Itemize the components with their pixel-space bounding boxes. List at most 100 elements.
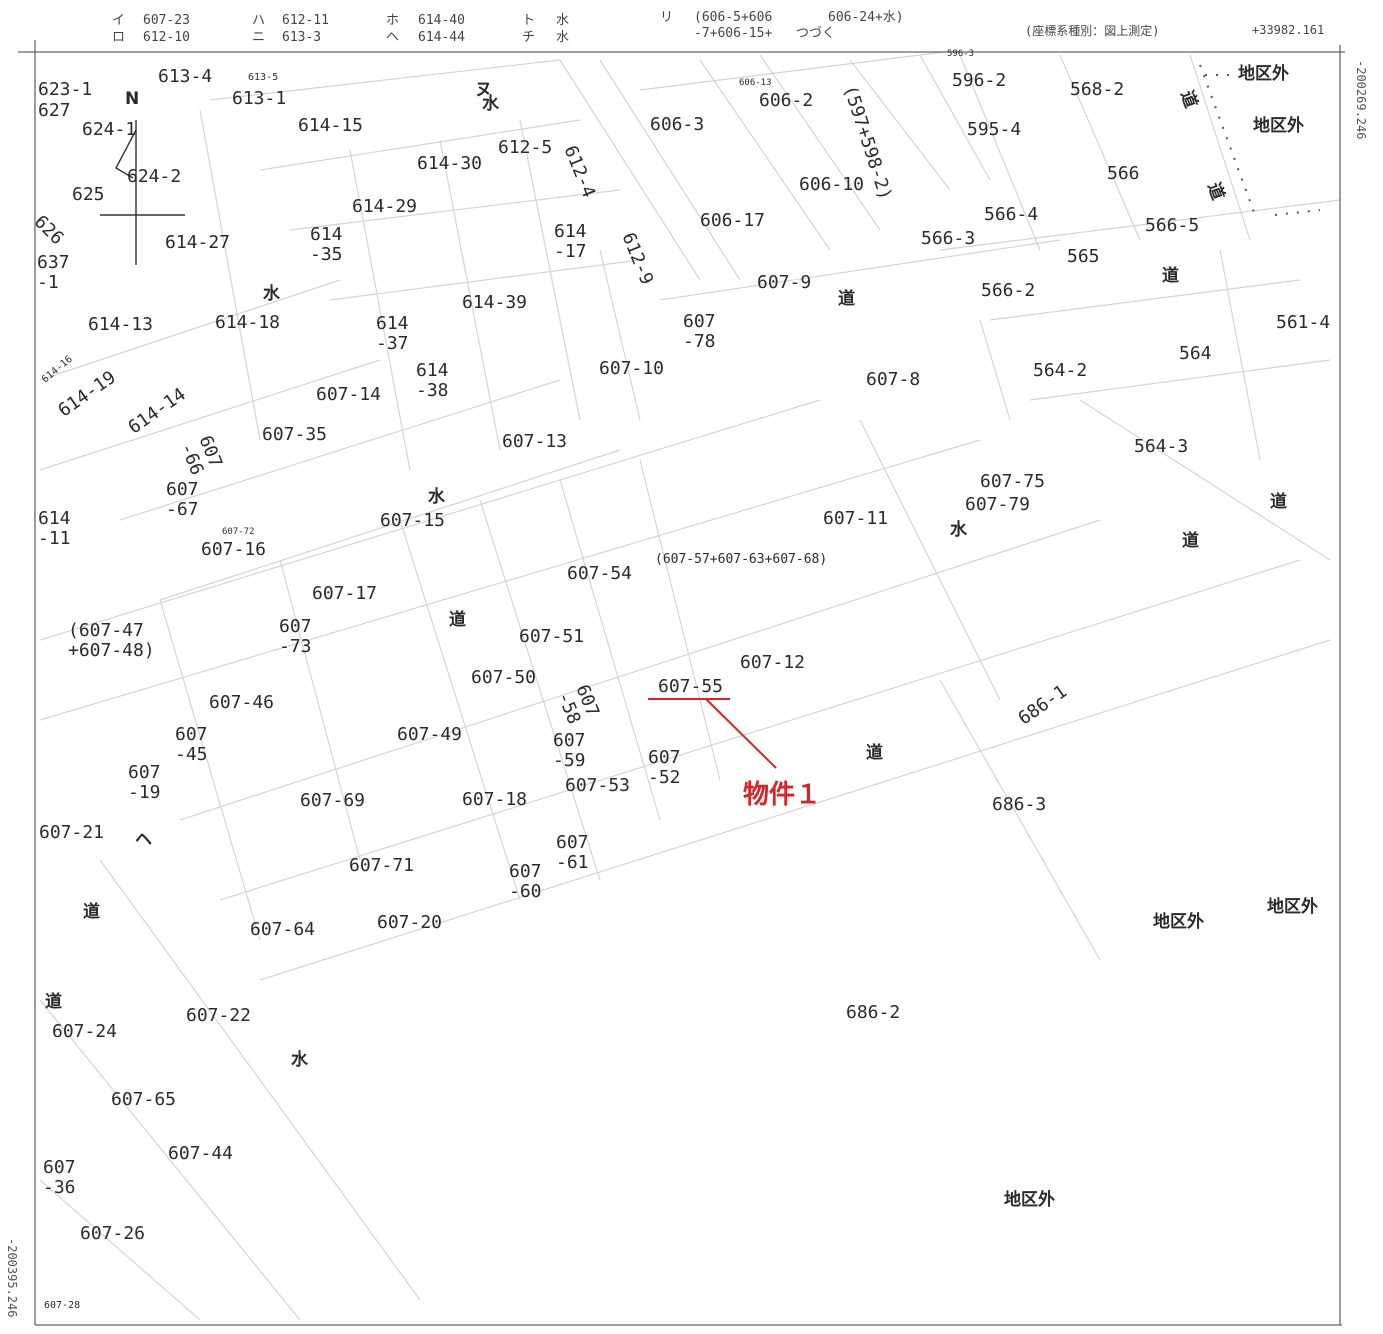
coord-right-side: -200269.246 bbox=[1354, 60, 1368, 140]
parcel-number: 565 bbox=[1067, 246, 1100, 267]
water-label: 水 bbox=[428, 487, 445, 507]
parcel-number: 607-72 bbox=[222, 527, 255, 537]
legend-val-i: 607-23 bbox=[143, 13, 190, 28]
parcel-number: (607-47 +607-48) bbox=[68, 620, 155, 661]
parcel-number: 566 bbox=[1107, 163, 1140, 184]
parcel-number: 607-20 bbox=[377, 912, 443, 933]
parcel-number: 614-39 bbox=[462, 292, 528, 313]
parcel-number: 607-65 bbox=[111, 1089, 177, 1110]
parcel-number: 607-50 bbox=[471, 667, 537, 688]
legend-key-ri: リ bbox=[660, 10, 674, 25]
coord-system-note: (座標系種別：図上測定) bbox=[1025, 24, 1160, 38]
legend-val-ro: 612-10 bbox=[143, 30, 190, 45]
water-label: 水 bbox=[482, 94, 499, 114]
parcel-number: 624-2 bbox=[127, 166, 182, 187]
parcel-number: 607-28 bbox=[44, 1300, 81, 1311]
legend-key-ha: ハ bbox=[252, 13, 266, 28]
parcel-number: 606-17 bbox=[700, 210, 766, 231]
parcel-number: 607-13 bbox=[502, 431, 568, 452]
parcel-number: 607-69 bbox=[300, 790, 366, 811]
legend-val-ri-1: (606-5+606 bbox=[694, 10, 773, 25]
parcel-number: 568-2 bbox=[1070, 79, 1125, 100]
outside-district-label: 地区外 bbox=[1004, 1190, 1055, 1210]
parcel-number: 607-51 bbox=[519, 626, 585, 647]
coord-left-side: -200395.246 bbox=[5, 1238, 19, 1318]
parcel-number: 566-3 bbox=[921, 228, 976, 249]
parcel-number: 607-18 bbox=[462, 789, 528, 810]
legend-key-ho: ホ bbox=[386, 13, 400, 28]
parcel-number: 607 -52 bbox=[648, 747, 681, 788]
property-label: 物件１ bbox=[743, 780, 822, 810]
parcel-number: 607-14 bbox=[316, 384, 382, 405]
parcel-number: 606-3 bbox=[650, 114, 705, 135]
parcel-number: 607-17 bbox=[312, 583, 378, 604]
parcel-number: 607-54 bbox=[567, 563, 633, 584]
legend-key-to: ト bbox=[522, 13, 536, 28]
parcel-number: 607-22 bbox=[186, 1005, 252, 1026]
parcel-number: 607-12 bbox=[740, 652, 806, 673]
parcel-number: 607-46 bbox=[209, 692, 275, 713]
parcel-number: 607 -78 bbox=[683, 311, 716, 352]
parcel-number: 607-24 bbox=[52, 1021, 118, 1042]
parcel-number: 614-18 bbox=[215, 312, 281, 333]
parcel-number: 637 -1 bbox=[37, 252, 70, 293]
coord-top-right: +33982.161 bbox=[1252, 23, 1325, 37]
parcel-number: 614-29 bbox=[352, 196, 418, 217]
parcel-number: 614-27 bbox=[165, 232, 231, 253]
outside-district-label: 地区外 bbox=[1267, 897, 1318, 917]
parcel-number: 614-15 bbox=[298, 115, 364, 136]
parcel-number: 607 -59 bbox=[553, 730, 586, 771]
legend-val-to: 水 bbox=[556, 13, 570, 28]
road-label: 道 bbox=[449, 610, 466, 630]
parcel-number: 627 bbox=[38, 100, 71, 121]
parcel-number: 566-2 bbox=[981, 280, 1036, 301]
legend-val-he: 614-44 bbox=[418, 30, 465, 45]
parcel-number: 614 -35 bbox=[310, 224, 343, 265]
parcel-number: 607-21 bbox=[39, 822, 105, 843]
water-label: 水 bbox=[291, 1050, 308, 1070]
parcel-number: 606-13 bbox=[739, 78, 772, 88]
map-symbol-label: ヌ bbox=[475, 80, 492, 100]
parcel-number: 606-2 bbox=[759, 90, 814, 111]
parcel-number: 607-44 bbox=[168, 1143, 234, 1164]
parcel-number: 614-13 bbox=[88, 314, 154, 335]
legend-val-cont-2: つづく bbox=[796, 26, 836, 41]
parcel-number: 625 bbox=[72, 184, 105, 205]
parcel-number: 613-1 bbox=[232, 88, 287, 109]
parcel-number: 607 -36 bbox=[43, 1157, 76, 1198]
parcel-number: 607 -73 bbox=[279, 616, 312, 657]
road-label: 道 bbox=[45, 992, 62, 1012]
parcel-number: 564 bbox=[1179, 343, 1212, 364]
parcel-number: 686-2 bbox=[846, 1002, 901, 1023]
parcel-number: 564-2 bbox=[1033, 360, 1088, 381]
legend-val-ni: 613-3 bbox=[282, 30, 322, 45]
parcel-number: 607-9 bbox=[757, 272, 812, 293]
outside-district-label: 地区外 bbox=[1153, 912, 1204, 932]
parcel-number: 607-8 bbox=[866, 369, 921, 390]
legend-key-i: イ bbox=[112, 13, 126, 28]
property-marker bbox=[648, 699, 776, 768]
parcel-number: 607 -67 bbox=[166, 479, 199, 520]
legend-val-ri-2: -7+606-15+ bbox=[694, 26, 773, 41]
legend-val-ha: 612-11 bbox=[282, 13, 329, 28]
parcel-number: 614 -17 bbox=[554, 221, 587, 262]
parcel-number: 614 -37 bbox=[376, 313, 409, 354]
parcel-number: 613-5 bbox=[248, 72, 279, 83]
parcel-number: 607-79 bbox=[965, 494, 1031, 515]
road-label: 道 bbox=[1162, 266, 1179, 286]
legend-key-he: ヘ bbox=[386, 30, 400, 45]
parcel-number: 607-64 bbox=[250, 919, 316, 940]
legend-key-chi: チ bbox=[522, 30, 536, 45]
road-label: 道 bbox=[83, 902, 100, 922]
legend-val-chi: 水 bbox=[556, 30, 570, 45]
parcel-number: 624-1 bbox=[82, 119, 137, 140]
parcel-number: 607-49 bbox=[397, 724, 463, 745]
parcel-number: 607-15 bbox=[380, 510, 446, 531]
parcel-number: 607-11 bbox=[823, 508, 889, 529]
water-label: 水 bbox=[263, 284, 280, 304]
legend-val-ho: 614-40 bbox=[418, 13, 465, 28]
parcel-number: 613-4 bbox=[158, 66, 213, 87]
parcel-number: 566-5 bbox=[1145, 215, 1200, 236]
